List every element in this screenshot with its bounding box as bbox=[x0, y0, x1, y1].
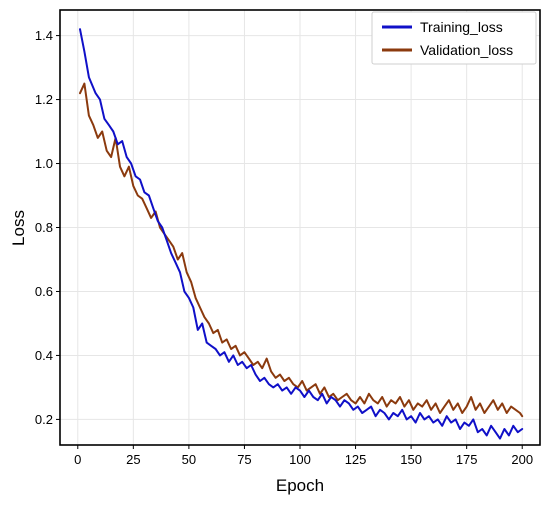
grid bbox=[60, 10, 540, 445]
x-axis-title: Epoch bbox=[276, 476, 324, 495]
x-tick-label: 75 bbox=[237, 452, 251, 467]
y-axis-ticks: 0.2 0.4 0.6 0.8 1.0 1.2 1.4 bbox=[35, 28, 60, 427]
legend-box bbox=[371, 11, 537, 65]
y-tick-label: 0.8 bbox=[35, 220, 53, 235]
y-tick-label: 0.4 bbox=[35, 348, 53, 363]
x-tick-label: 0 bbox=[74, 452, 81, 467]
x-tick-label: 200 bbox=[511, 452, 533, 467]
x-axis-ticks: 0 25 50 75 100 125 150 175 200 bbox=[74, 445, 533, 467]
legend: Training_loss Validation_loss bbox=[371, 11, 537, 65]
x-tick-label: 100 bbox=[289, 452, 311, 467]
y-tick-label: 1.2 bbox=[35, 92, 53, 107]
y-tick-label: 1.0 bbox=[35, 156, 53, 171]
x-tick-label: 50 bbox=[182, 452, 196, 467]
y-tick-label: 0.2 bbox=[35, 412, 53, 427]
y-tick-label: 0.6 bbox=[35, 284, 53, 299]
legend-label-training: Training_loss bbox=[420, 19, 503, 35]
series-lines bbox=[79, 28, 524, 440]
x-tick-label: 175 bbox=[456, 452, 478, 467]
y-tick-label: 1.4 bbox=[35, 28, 53, 43]
x-tick-label: 150 bbox=[400, 452, 422, 467]
x-tick-label: 25 bbox=[126, 452, 140, 467]
x-tick-label: 125 bbox=[345, 452, 367, 467]
training-loss-line bbox=[79, 28, 524, 440]
y-axis-title: Loss bbox=[9, 210, 28, 246]
legend-label-validation: Validation_loss bbox=[420, 42, 513, 58]
validation-loss-line bbox=[79, 82, 524, 418]
